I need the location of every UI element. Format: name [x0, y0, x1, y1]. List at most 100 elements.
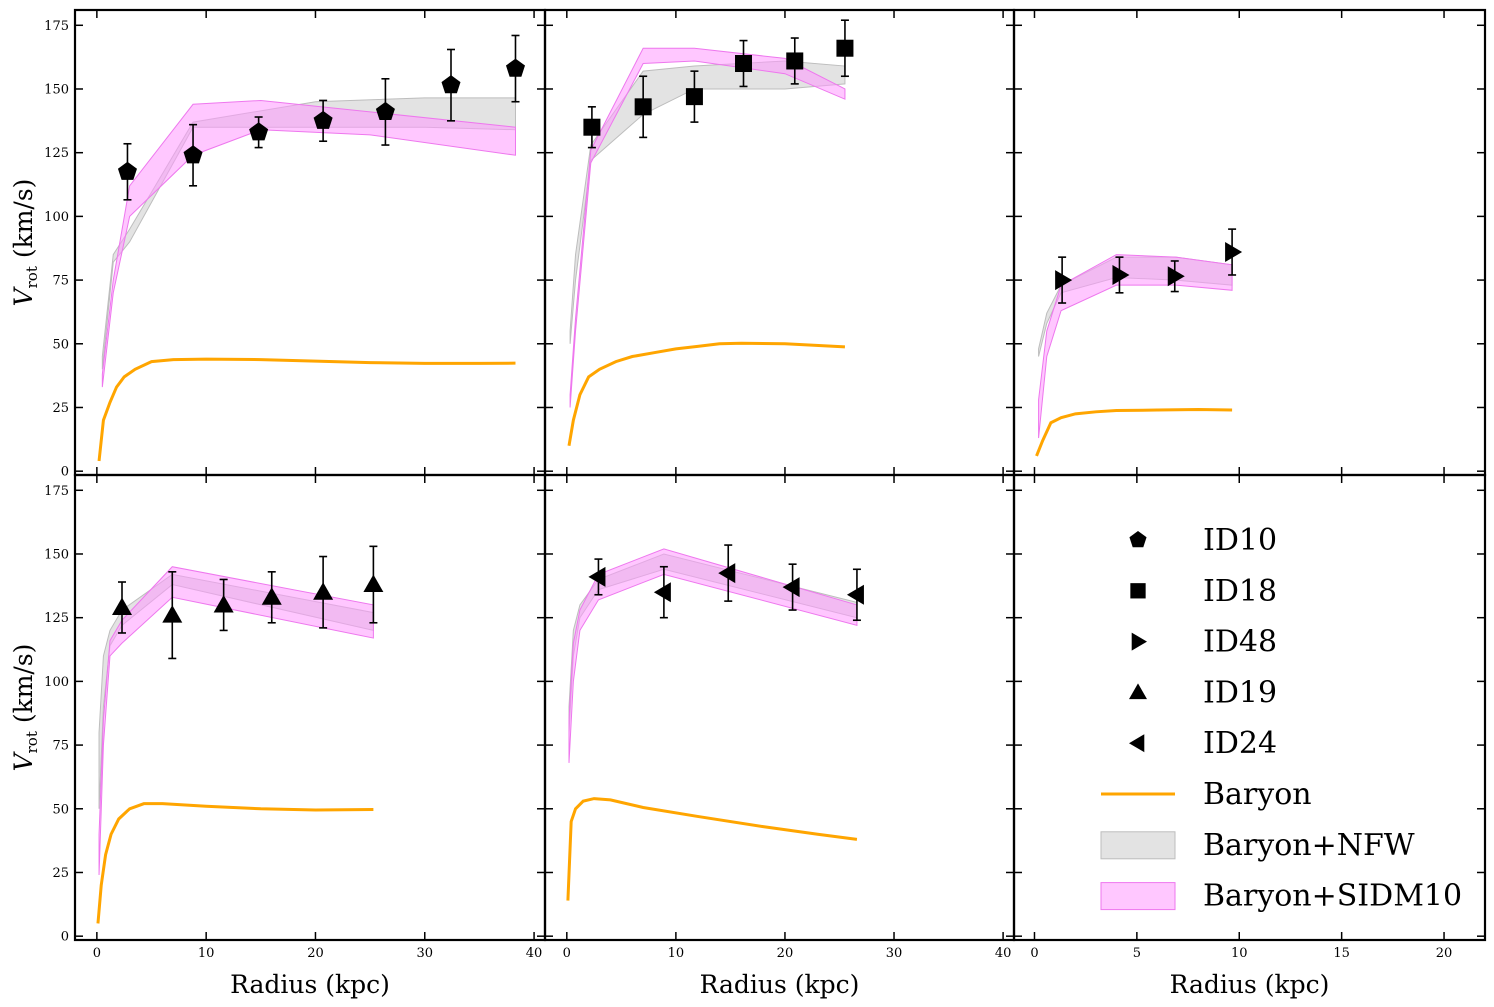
legend-item-id24: ID24 [1129, 726, 1277, 761]
legend-item-id19: ID19 [1129, 675, 1277, 710]
marker-pentagon [505, 58, 525, 77]
marker-triangle-up [313, 582, 334, 600]
legend-item-id18: ID18 [1130, 574, 1277, 609]
panel-frame [543, 473, 1016, 942]
legend-item-baryon: Baryon [1101, 777, 1312, 812]
triangle-up-icon [1129, 683, 1147, 700]
x-tick-label: 15 [1333, 946, 1350, 961]
data-point-id48 [1055, 256, 1073, 304]
marker-triangle-up [363, 574, 384, 593]
marker-pentagon [183, 145, 203, 164]
data-point-id18 [836, 19, 854, 78]
legend-label: ID10 [1203, 523, 1277, 558]
y-tick-label: 75 [52, 274, 69, 289]
y-tick-label: 50 [52, 802, 69, 817]
y-tick-label: 125 [44, 611, 69, 626]
data-point-id24 [653, 565, 671, 619]
data-point-id24 [588, 558, 606, 596]
x-tick-label: 10 [198, 946, 215, 961]
panel-top-right [1014, 10, 1485, 475]
data-point-id19 [363, 545, 384, 624]
data-point-id10 [441, 48, 461, 122]
y-tick-label: 150 [44, 82, 69, 97]
sidm-band [98, 566, 374, 876]
marker-pentagon [375, 101, 395, 121]
marker-triangle-left [782, 577, 800, 598]
data-point-id10 [375, 77, 395, 146]
marker-triangle-right [1225, 242, 1243, 263]
x-tick-label: 20 [1436, 946, 1453, 961]
legend-item-id48: ID48 [1131, 625, 1277, 660]
marker-triangle-left [653, 582, 671, 603]
legend-nfw-patch [1100, 831, 1176, 860]
x-tick-label: 0 [1030, 946, 1038, 961]
x-tick-label: 10 [1231, 946, 1248, 961]
panel-top-middle [545, 10, 1014, 475]
panel-frame [73, 473, 547, 942]
baryon-line [1035, 408, 1233, 457]
sidm-band [568, 548, 858, 763]
marker-triangle-left [718, 563, 736, 584]
legend-item-baryon-nfw: Baryon+NFW [1100, 828, 1415, 863]
x-tick-label: 0 [93, 946, 101, 961]
x-tick-label: 0 [563, 946, 571, 961]
marker-triangle-up [112, 597, 132, 615]
pentagon-icon [1129, 531, 1147, 548]
legend-item-baryon-sidm10: Baryon+SIDM10 [1100, 879, 1462, 914]
y-tick-label: 0 [61, 465, 69, 480]
marker-triangle-right [1167, 266, 1185, 287]
panel-frame [1012, 473, 1487, 942]
x-tick-label: 20 [307, 946, 324, 961]
data-point-id10 [117, 142, 137, 201]
data-point-id19 [261, 571, 282, 624]
x-tick-label: 30 [886, 946, 903, 961]
nfw-band [569, 60, 846, 344]
marker-square [685, 88, 703, 106]
y-tick-label: 175 [44, 484, 69, 499]
data-point-id48 [1112, 256, 1130, 294]
marker-pentagon [249, 122, 269, 141]
baryon-line [97, 357, 516, 462]
x-tick-label: 40 [526, 946, 543, 961]
marker-square [583, 118, 601, 136]
y-tick-label: 75 [52, 739, 69, 754]
y-tick-label: 25 [52, 866, 69, 881]
marker-triangle-left [846, 584, 864, 605]
data-point-id18 [583, 106, 601, 149]
panel-bottom-left: 0 25 50 75 100 125 150 175 0 10 20 30 40 Vrot (km/s) R… [9, 475, 545, 999]
data-point-id10 [313, 99, 333, 143]
data-point-id10 [183, 123, 203, 187]
data-point-id10 [249, 116, 269, 149]
data-point-id18 [786, 37, 804, 85]
x-axis-label: Radius (kpc) [230, 970, 390, 999]
x-tick-label: 10 [668, 946, 685, 961]
y-tick-label: 100 [44, 675, 69, 690]
marker-pentagon [441, 75, 461, 94]
x-tick-label: 5 [1133, 946, 1141, 961]
data-point-id18 [735, 39, 753, 88]
data-point-id48 [1225, 228, 1243, 276]
legend-label: ID48 [1203, 625, 1277, 660]
data-point-id19 [213, 578, 234, 632]
x-axis-label: Radius (kpc) [700, 970, 860, 999]
sidm-band [569, 47, 846, 408]
panel-frame [1012, 8, 1487, 477]
marker-triangle-left [588, 566, 606, 587]
legend-label: ID24 [1203, 726, 1277, 761]
data-point-id24 [846, 568, 864, 622]
legend-item-id10: ID10 [1129, 523, 1277, 558]
x-axis-label: Radius (kpc) [1170, 970, 1330, 999]
y-tick-label: 175 [44, 19, 69, 34]
baryon-line [567, 341, 846, 446]
y-tick-label: 150 [44, 547, 69, 562]
sidm-band [101, 99, 516, 388]
legend-label: Baryon [1203, 777, 1312, 812]
data-point-id18 [685, 70, 703, 123]
y-tick-label: 50 [52, 337, 69, 352]
y-tick-label: 25 [52, 401, 69, 416]
panel-frame [73, 8, 547, 477]
x-tick-label: 40 [995, 946, 1012, 961]
panel-bottom-right: 0 5 10 15 20 ID10 ID18 ID48 ID19 ID24 Baryon Baryon… [1014, 475, 1485, 999]
legend-label: ID19 [1203, 675, 1277, 710]
